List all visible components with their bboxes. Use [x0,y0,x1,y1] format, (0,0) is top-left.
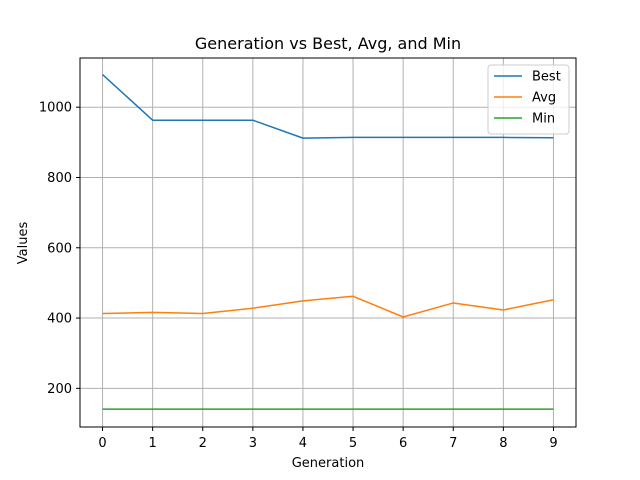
series-line-best [102,73,554,139]
x-tick-label: 7 [449,436,457,451]
legend: Best Avg Min [487,64,570,135]
plot-frame [79,57,577,428]
x-tick-label: 0 [98,436,106,451]
legend-label-avg: Avg [532,91,556,106]
series-layer [102,73,554,410]
y-tick-label: 600 [47,241,72,256]
x-tick-label: 9 [549,436,557,451]
x-tick-label: 2 [199,436,207,451]
x-tick-label: 3 [249,436,257,451]
legend-label-min: Min [532,112,555,127]
x-tick-label: 6 [399,436,407,451]
x-axis-label: Generation [292,456,365,471]
y-tick-label: 200 [47,382,72,397]
legend-label-best: Best [532,70,561,85]
x-tick-label: 1 [149,436,157,451]
y-tick-label: 400 [47,312,72,327]
grid [80,58,576,427]
y-axis-label: Values [16,222,31,265]
y-tick-label: 800 [47,171,72,186]
x-tick-label: 8 [499,436,507,451]
chart-title: Generation vs Best, Avg, and Min [195,34,461,53]
x-tick-label: 4 [299,436,307,451]
y-tick-label: 1000 [39,101,72,116]
y-axis: 200 400 600 800 1000 [39,101,80,397]
x-axis: 0 1 2 3 4 5 6 7 8 9 [98,427,558,451]
legend-box [487,64,570,135]
x-tick-label: 5 [349,436,357,451]
series-line-avg [102,295,554,318]
